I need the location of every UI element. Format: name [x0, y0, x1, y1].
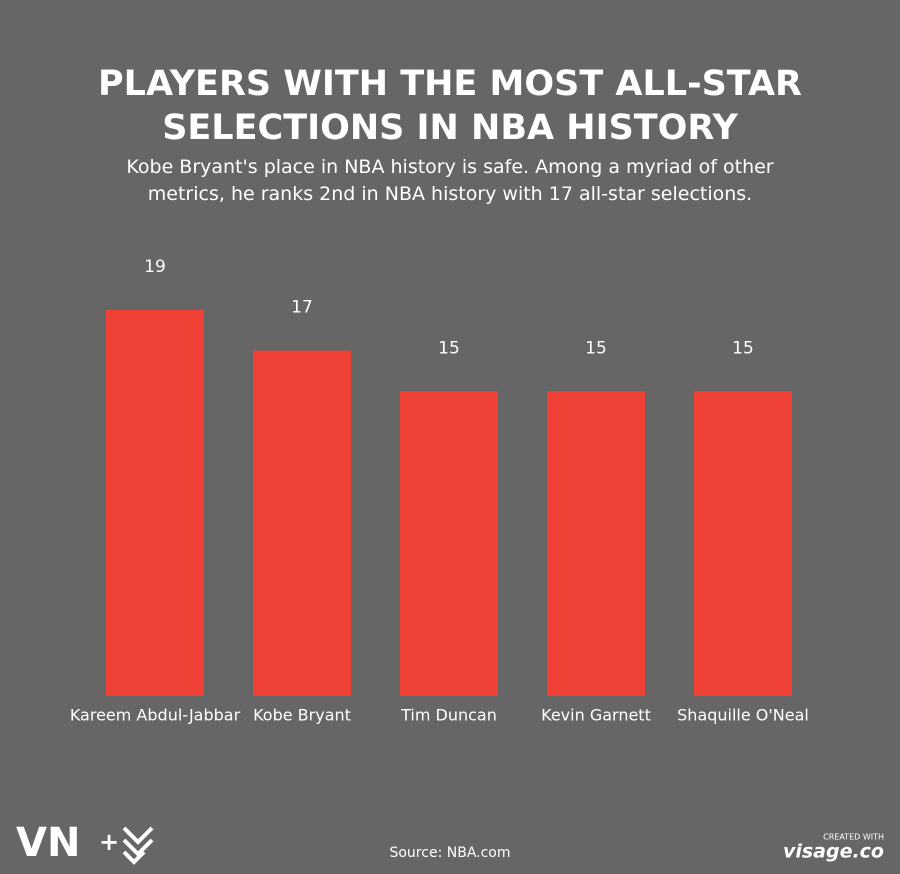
value-label: 15	[732, 338, 754, 358]
bar	[253, 350, 351, 696]
value-label: 17	[291, 298, 313, 318]
chart-subtitle: Kobe Bryant's place in NBA history is sa…	[126, 156, 774, 205]
bar	[400, 391, 498, 696]
x-tick-label: Kobe Bryant	[253, 706, 351, 725]
chart-title: PLAYERS WITH THE MOST ALL-STAR SELECTION…	[98, 64, 802, 148]
created-with: CREATED WITH	[823, 833, 884, 842]
logo-icon	[122, 826, 154, 865]
value-label: 15	[438, 338, 460, 358]
value-label: 19	[144, 257, 166, 277]
logo-plus: +	[99, 828, 119, 856]
bar	[694, 391, 792, 696]
logo: VN	[16, 820, 80, 866]
bar	[106, 310, 204, 696]
site: visage.co	[783, 841, 884, 863]
x-tick-label: Tim Duncan	[400, 706, 497, 725]
bar	[547, 391, 645, 696]
source: Source: NBA.com	[389, 845, 510, 861]
x-tick-label: Kevin Garnett	[541, 706, 651, 725]
x-tick-label: Kareem Abdul-Jabbar	[70, 706, 241, 725]
value-label: 15	[585, 338, 607, 358]
x-tick-label: Shaquille O'Neal	[677, 706, 809, 725]
